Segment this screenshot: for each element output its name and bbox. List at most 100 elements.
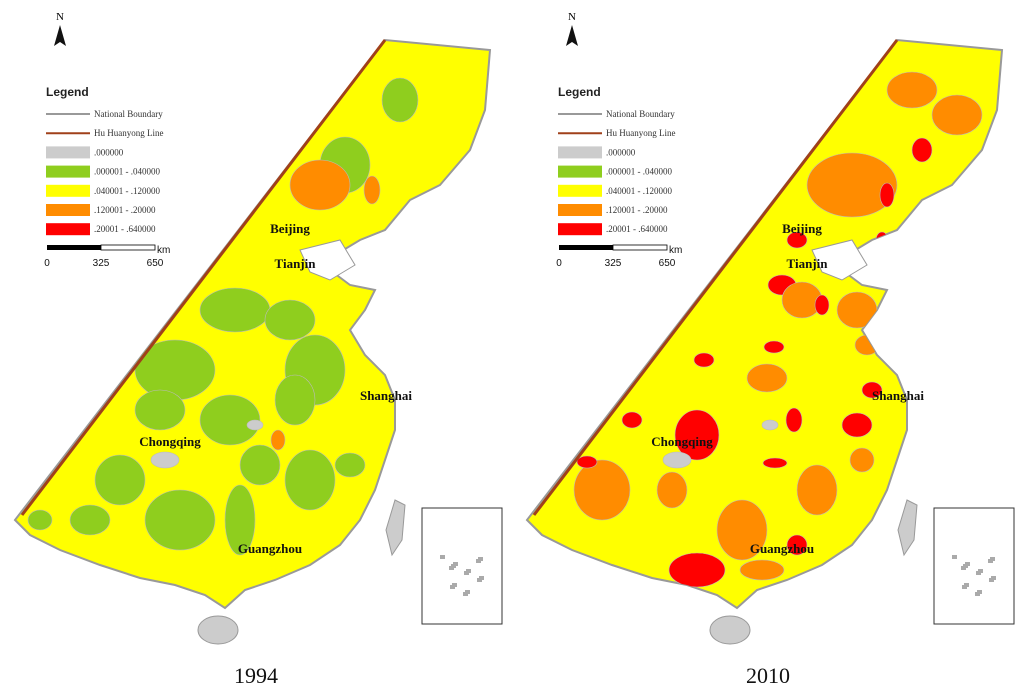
- taiwan: [385, 499, 406, 557]
- region: [786, 534, 808, 556]
- city-label: Guangzhou: [750, 541, 814, 556]
- hainan: [709, 615, 751, 645]
- legend-label: .000000: [606, 147, 636, 157]
- legend-label: Hu Huanyong Line: [94, 128, 164, 138]
- region: [69, 504, 111, 536]
- legend-label: Hu Huanyong Line: [606, 128, 676, 138]
- region: [761, 419, 779, 431]
- region: [841, 412, 873, 438]
- city-label: Shanghai: [360, 388, 412, 403]
- city-label: Guangzhou: [238, 541, 302, 556]
- region: [662, 451, 692, 469]
- bohai-sea: [811, 239, 868, 281]
- city-label: Chongqing: [139, 434, 201, 449]
- region: [270, 429, 286, 451]
- north-arrow: [54, 25, 66, 46]
- region: [931, 94, 983, 136]
- legend-label: .20001 - .640000: [606, 224, 668, 234]
- legend-label: .040001 - .120000: [94, 186, 160, 196]
- region: [363, 175, 381, 205]
- region: [746, 363, 788, 393]
- legend-title: Legend: [46, 85, 89, 99]
- inset-island: [476, 559, 481, 563]
- region: [693, 352, 715, 368]
- regions: [27, 77, 419, 556]
- region: [134, 389, 186, 431]
- caption: 1994: [234, 663, 278, 688]
- region: [763, 340, 785, 354]
- city-label: Beijing: [270, 221, 310, 236]
- legend-swatch: [558, 165, 602, 178]
- legend-label: .120001 - .20000: [94, 205, 156, 215]
- inset-frame: [933, 507, 1015, 625]
- region: [814, 294, 830, 316]
- inset-island: [464, 571, 469, 575]
- inset-island: [449, 566, 454, 570]
- region: [94, 454, 146, 506]
- scale-label: 650: [659, 258, 676, 269]
- inset-island: [952, 555, 957, 559]
- city-label: Shanghai: [872, 388, 924, 403]
- legend-swatch: [46, 146, 90, 159]
- region: [674, 409, 720, 461]
- inset-island: [450, 585, 455, 589]
- inset-frame: [421, 507, 503, 625]
- legend-label: .120001 - .20000: [606, 205, 668, 215]
- region: [861, 381, 883, 399]
- legend-swatch: [558, 184, 602, 197]
- region: [144, 489, 216, 551]
- legend-title: Legend: [558, 85, 601, 99]
- region: [224, 484, 256, 556]
- region: [284, 449, 336, 511]
- regions: [573, 71, 983, 588]
- scale-label: 325: [605, 258, 622, 269]
- north-label: N: [568, 11, 576, 23]
- scale-unit: km: [669, 245, 682, 256]
- map-panel: N Legend National Boundary Hu Huanyong Line…: [13, 11, 503, 688]
- inset-island: [976, 571, 981, 575]
- caption: 2010: [746, 663, 790, 688]
- scale-white: [612, 244, 668, 251]
- scale-black: [559, 245, 613, 250]
- legend-swatch: [46, 204, 90, 216]
- region: [796, 464, 838, 516]
- region: [849, 447, 875, 473]
- region: [264, 299, 316, 341]
- legend-swatch: [46, 165, 90, 178]
- city-label: Beijing: [782, 221, 822, 236]
- scale-white: [100, 244, 156, 251]
- legend-label: .20001 - .640000: [94, 224, 156, 234]
- bohai-sea: [299, 239, 356, 281]
- inset-island: [975, 592, 980, 596]
- legend-label: National Boundary: [94, 109, 163, 119]
- scale-label: 325: [93, 258, 110, 269]
- scale-black: [47, 245, 101, 250]
- scale-label: 0: [44, 258, 50, 269]
- region: [27, 509, 53, 531]
- legend-label: .040001 - .120000: [606, 186, 672, 196]
- region: [886, 71, 938, 109]
- city-label: Chongqing: [651, 434, 713, 449]
- legend-swatch: [558, 204, 602, 216]
- hainan: [197, 615, 239, 645]
- legend-swatch: [558, 223, 602, 236]
- taiwan: [897, 499, 918, 557]
- city-label: Tianjin: [787, 256, 829, 271]
- region: [739, 559, 785, 581]
- region: [836, 291, 878, 329]
- region: [576, 455, 598, 469]
- region: [806, 152, 898, 218]
- region: [668, 552, 726, 588]
- region: [289, 159, 351, 211]
- map-panel: N Legend National Boundary Hu Huanyong Line…: [525, 11, 1015, 688]
- region: [199, 394, 261, 446]
- north-arrow: [566, 25, 578, 46]
- scale-unit: km: [157, 245, 170, 256]
- region: [199, 287, 271, 333]
- region: [621, 411, 643, 429]
- inset-island: [440, 555, 445, 559]
- legend-label: .000001 - .040000: [606, 167, 672, 177]
- scale-label: 0: [556, 258, 562, 269]
- inset-island: [961, 566, 966, 570]
